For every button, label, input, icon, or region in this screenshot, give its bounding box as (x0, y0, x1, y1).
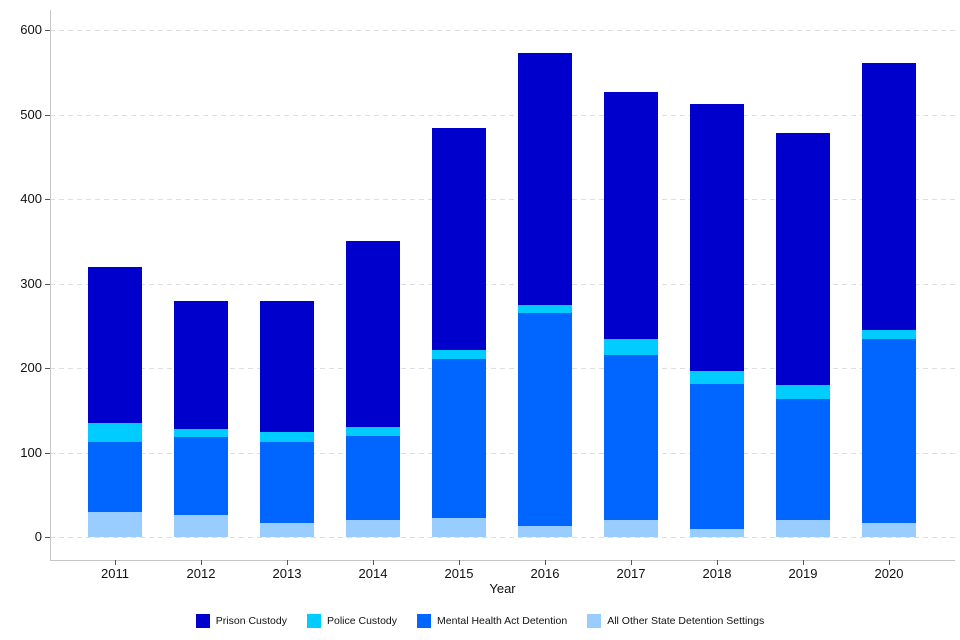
bar-segment-all-other-state-detention-settings-2011 (88, 511, 142, 537)
bar-segment-police-custody-2012 (174, 428, 228, 438)
bar-segment-all-other-state-detention-settings-2012 (174, 515, 228, 537)
bar-segment-prison-custody-2018 (690, 103, 744, 371)
y-tick-label: 200 (20, 360, 42, 376)
y-tick-label: 100 (20, 444, 42, 460)
x-tick-label: 2020 (874, 566, 904, 581)
x-tick-label: 2015 (444, 566, 474, 581)
legend-label: Mental Health Act Detention (437, 615, 568, 627)
legend-swatch-icon (587, 614, 602, 628)
legend-swatch-icon (195, 614, 210, 628)
gridline-y500 (50, 114, 955, 116)
gridline-y300 (50, 283, 955, 285)
x-tick-label: 2019 (788, 566, 818, 581)
bar-segment-prison-custody-2016 (518, 53, 572, 305)
bar-segment-all-other-state-detention-settings-2018 (690, 528, 744, 537)
x-tick-label: 2014 (358, 566, 388, 581)
bar-segment-all-other-state-detention-settings-2019 (776, 520, 830, 537)
bar-segment-prison-custody-2013 (260, 300, 314, 433)
gridline-y600 (50, 30, 955, 32)
bar-segment-police-custody-2019 (776, 385, 830, 399)
bar-segment-mental-health-act-detention-2017 (604, 355, 658, 521)
bar-segment-all-other-state-detention-settings-2014 (346, 520, 400, 537)
bar-segment-police-custody-2018 (690, 370, 744, 385)
bar-segment-mental-health-act-detention-2013 (260, 441, 314, 524)
x-tick-mark (545, 560, 546, 565)
x-tick-mark (287, 560, 288, 565)
bar-segment-prison-custody-2017 (604, 92, 658, 339)
bar-segment-police-custody-2016 (518, 304, 572, 314)
bar-segment-police-custody-2011 (88, 423, 142, 442)
bar-segment-mental-health-act-detention-2016 (518, 313, 572, 526)
x-tick-mark (459, 560, 460, 565)
x-tick-label: 2011 (101, 566, 129, 581)
x-tick-label: 2018 (702, 566, 732, 581)
bar-segment-prison-custody-2019 (776, 133, 830, 386)
bar-segment-mental-health-act-detention-2014 (346, 435, 400, 521)
bar-segment-police-custody-2020 (862, 330, 916, 340)
legend-item-prison-custody: Prison Custody (195, 614, 287, 628)
x-axis-line (50, 560, 955, 561)
y-tick-mark (45, 114, 50, 116)
bar-segment-police-custody-2017 (604, 338, 658, 356)
bar-segment-mental-health-act-detention-2019 (776, 398, 830, 521)
y-tick-mark (45, 368, 50, 370)
y-tick-label: 500 (20, 106, 42, 122)
x-tick-mark (803, 560, 804, 565)
x-tick-mark (373, 560, 374, 565)
bar-segment-mental-health-act-detention-2020 (862, 339, 916, 524)
bar-segment-all-other-state-detention-settings-2015 (432, 517, 486, 537)
legend: Prison Custody Police Custody Mental Healt… (0, 608, 960, 634)
y-tick-label: 600 (20, 22, 42, 38)
y-tick-mark (45, 283, 50, 285)
x-tick-mark (201, 560, 202, 565)
x-tick-mark (631, 560, 632, 565)
x-tick-label: 2016 (530, 566, 560, 581)
bar-segment-mental-health-act-detention-2012 (174, 437, 228, 516)
legend-item-all-other-state-detention-settings: All Other State Detention Settings (587, 614, 764, 628)
bar-segment-prison-custody-2012 (174, 300, 228, 429)
y-tick-label: 400 (20, 191, 42, 207)
bar-segment-police-custody-2014 (346, 427, 400, 436)
bar-segment-police-custody-2013 (260, 432, 314, 442)
gridline-y400 (50, 199, 955, 201)
x-tick-label: 2012 (186, 566, 216, 581)
legend-label: Police Custody (326, 615, 398, 627)
bar-segment-prison-custody-2014 (346, 240, 400, 428)
y-tick-mark (45, 537, 50, 538)
y-tick-mark (45, 199, 50, 201)
y-tick-label: 300 (20, 275, 42, 291)
x-tick-mark (889, 560, 890, 565)
gridline-y100 (50, 452, 955, 454)
bar-segment-mental-health-act-detention-2011 (88, 441, 142, 512)
x-tick-label: 2017 (616, 566, 646, 581)
bar-segment-all-other-state-detention-settings-2016 (518, 526, 572, 537)
legend-item-mental-health-act-detention: Mental Health Act Detention (417, 614, 567, 628)
x-tick-mark (717, 560, 718, 565)
x-tick-mark (115, 560, 116, 565)
y-tick-mark (45, 452, 50, 454)
x-axis-title: Year (489, 581, 516, 596)
gridline-y0 (50, 537, 955, 538)
bar-segment-all-other-state-detention-settings-2013 (260, 523, 314, 537)
x-tick-label: 2013 (272, 566, 302, 581)
bar-segment-prison-custody-2011 (88, 266, 142, 423)
legend-swatch-icon (417, 614, 432, 628)
y-tick-label: 0 (34, 529, 42, 544)
bar-segment-police-custody-2015 (432, 349, 486, 359)
bar-segment-prison-custody-2015 (432, 128, 486, 350)
bar-segment-all-other-state-detention-settings-2020 (862, 523, 916, 537)
legend-label: Prison Custody (215, 615, 287, 627)
y-axis-line (50, 10, 51, 560)
legend-swatch-icon (306, 614, 321, 628)
bar-segment-all-other-state-detention-settings-2017 (604, 520, 658, 537)
bar-segment-mental-health-act-detention-2015 (432, 358, 486, 518)
y-tick-mark (45, 30, 50, 32)
gridline-y200 (50, 368, 955, 370)
bar-segment-prison-custody-2020 (862, 62, 916, 331)
legend-label: All Other State Detention Settings (607, 615, 765, 627)
legend-item-police-custody: Police Custody (306, 614, 398, 628)
bar-segment-mental-health-act-detention-2018 (690, 384, 744, 529)
